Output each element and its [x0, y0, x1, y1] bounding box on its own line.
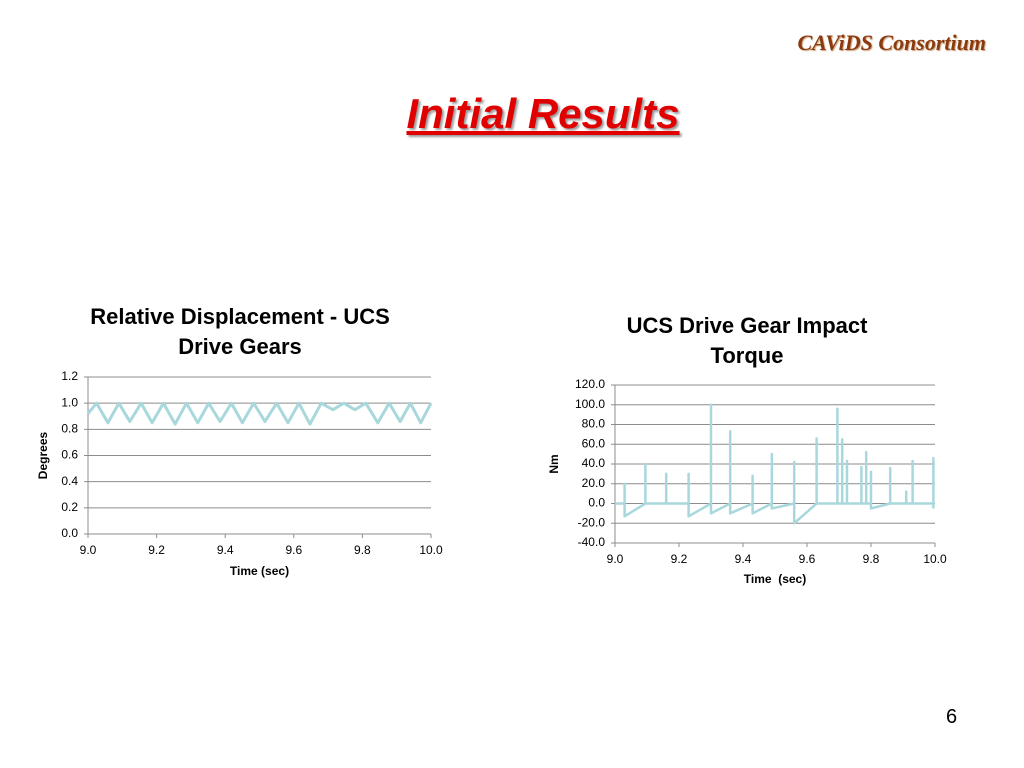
x-tick-label: 9.2	[671, 552, 688, 566]
x-tick-label: 9.2	[148, 543, 165, 557]
x-tick-label: 9.4	[217, 543, 234, 557]
x-axis-label: Time (sec)	[744, 572, 806, 586]
y-tick-label: 0.0	[588, 496, 605, 510]
y-tick-label: 0.4	[61, 474, 78, 488]
x-tick-label: 9.6	[285, 543, 302, 557]
x-tick-label: 10.0	[923, 552, 947, 566]
data-line	[615, 403, 935, 525]
y-tick-label: 0.0	[61, 526, 78, 540]
brand: CAViDS Consortium	[797, 30, 986, 55]
x-tick-label: 9.0	[80, 543, 97, 557]
x-tick-label: 9.0	[607, 552, 624, 566]
y-tick-label: 100.0	[575, 397, 605, 411]
slide-title: Initial Results	[406, 90, 680, 137]
chart-title: Relative Displacement - UCS Drive Gears	[90, 304, 390, 359]
y-tick-label: 60.0	[582, 436, 606, 450]
y-tick-label: -20.0	[578, 515, 606, 529]
y-axis-label: Degrees	[36, 432, 50, 480]
x-tick-label: 9.8	[863, 552, 880, 566]
x-tick-label: 9.4	[735, 552, 752, 566]
y-tick-label: 0.8	[61, 422, 78, 436]
y-tick-label: 0.6	[61, 448, 78, 462]
y-tick-label: 1.2	[61, 369, 78, 383]
x-tick-label: 9.6	[799, 552, 816, 566]
y-tick-label: -40.0	[578, 535, 606, 549]
chart-title: UCS Drive Gear Impact Torque	[626, 313, 868, 368]
y-tick-label: 80.0	[582, 417, 606, 431]
x-tick-label: 9.8	[354, 543, 371, 557]
page-number: 6	[946, 706, 958, 728]
x-axis-label: Time (sec)	[230, 564, 289, 578]
y-tick-label: 40.0	[582, 456, 606, 470]
data-line	[86, 401, 433, 426]
y-axis-label: Nm	[547, 454, 561, 473]
y-tick-label: 0.2	[61, 500, 78, 514]
y-tick-label: 20.0	[582, 476, 606, 490]
y-tick-label: 1.0	[61, 395, 78, 409]
x-tick-label: 10.0	[419, 543, 443, 557]
y-tick-label: 120.0	[575, 377, 605, 391]
